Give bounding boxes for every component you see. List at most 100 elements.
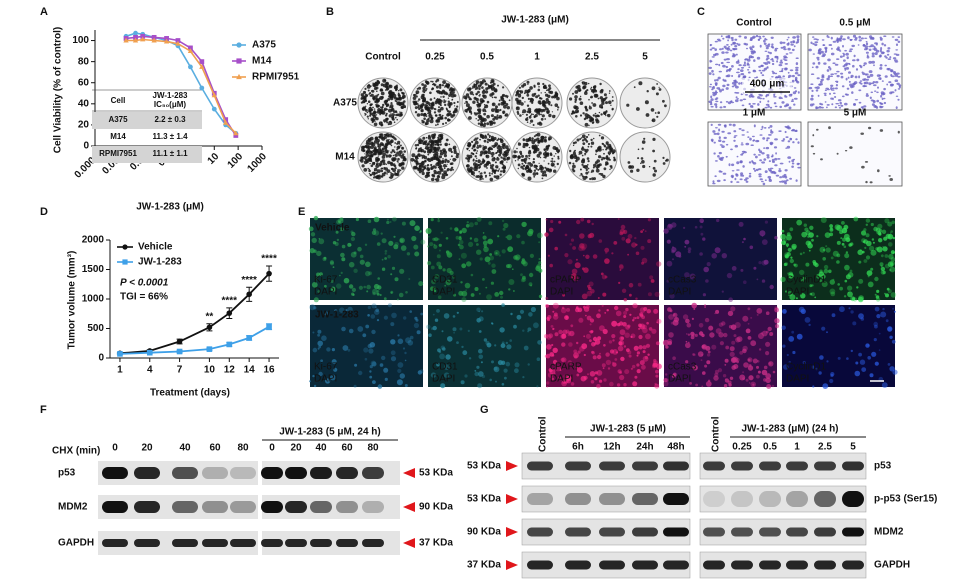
colony (594, 93, 599, 98)
if-signal (476, 216, 482, 222)
colony (468, 87, 472, 91)
if-signal (664, 378, 669, 383)
colony (540, 170, 544, 173)
colony (373, 175, 376, 177)
colony (494, 142, 499, 146)
colony (529, 122, 531, 124)
if-signal (440, 345, 445, 350)
if-signal (742, 315, 749, 322)
if-signal (880, 311, 887, 318)
if-signal (871, 238, 875, 241)
cell (864, 81, 869, 85)
cell (743, 151, 747, 154)
cell (739, 178, 743, 181)
if-signal (756, 278, 759, 281)
colony (595, 119, 600, 124)
if-signal (691, 317, 695, 320)
if-signal (456, 341, 459, 344)
table-cell: 11.3 ± 1.4 (152, 132, 188, 141)
colony (426, 106, 430, 110)
if-signal (739, 351, 744, 355)
if-signal (865, 343, 870, 348)
lane-label: 80 (237, 443, 249, 454)
if-signal (829, 228, 834, 232)
if-signal (639, 360, 645, 366)
colony (506, 95, 509, 98)
cell (755, 155, 758, 159)
cell (709, 83, 713, 86)
colony (502, 157, 505, 160)
if-signal (889, 260, 895, 266)
lane-label: 40 (315, 443, 327, 454)
if-signal (619, 264, 624, 270)
colony (425, 81, 429, 85)
colony (445, 83, 450, 88)
colony (493, 96, 496, 99)
cell (769, 106, 773, 109)
cell (769, 51, 772, 55)
colony (427, 153, 430, 156)
colony (613, 156, 616, 159)
if-signal (438, 350, 442, 354)
cell (722, 172, 727, 175)
colony (444, 142, 449, 147)
cell (874, 52, 878, 56)
colony (646, 90, 649, 93)
cell (723, 136, 727, 139)
colony (535, 147, 538, 150)
colony (581, 163, 584, 166)
colony (480, 150, 484, 155)
colony (494, 169, 498, 172)
data-point (123, 37, 129, 43)
cell (709, 103, 713, 106)
if-signal (891, 220, 895, 225)
data-point (211, 106, 217, 112)
protein-label: GAPDH (874, 560, 910, 571)
if-signal (310, 232, 316, 237)
column-label: 5 (642, 52, 648, 63)
if-signal (482, 278, 485, 281)
if-signal (601, 304, 604, 307)
if-signal (724, 364, 727, 366)
cell (751, 135, 755, 138)
if-signal (855, 361, 859, 365)
colony (426, 147, 430, 151)
colony (487, 133, 490, 136)
blot-band (202, 467, 228, 479)
if-signal (545, 296, 549, 300)
if-signal (694, 333, 698, 337)
cell (827, 75, 831, 79)
if-signal (619, 336, 624, 341)
cell (897, 130, 900, 134)
colony (549, 168, 552, 171)
cell (796, 80, 800, 84)
if-signal (336, 283, 342, 289)
colony (430, 140, 435, 144)
if-signal (566, 378, 572, 384)
cell (764, 179, 767, 181)
cell (715, 100, 719, 103)
if-signal (570, 273, 577, 280)
colony (521, 154, 524, 158)
if-signal (804, 227, 809, 232)
colony (439, 162, 442, 165)
colony (503, 166, 506, 169)
if-signal (368, 348, 374, 354)
colony (536, 132, 541, 137)
panel-letter: G (480, 404, 489, 416)
blot-band (663, 493, 689, 505)
if-signal (499, 290, 504, 296)
colony (490, 135, 494, 140)
cell (809, 103, 814, 107)
cell (845, 52, 849, 56)
if-signal (708, 325, 714, 331)
if-signal (785, 234, 792, 241)
if-signal (753, 266, 757, 270)
if-signal (552, 310, 555, 313)
if-signal (745, 328, 751, 334)
if-signal (530, 306, 537, 313)
cell (828, 44, 833, 46)
if-signal (373, 283, 380, 290)
cell (738, 74, 741, 77)
if-signal (370, 314, 376, 319)
